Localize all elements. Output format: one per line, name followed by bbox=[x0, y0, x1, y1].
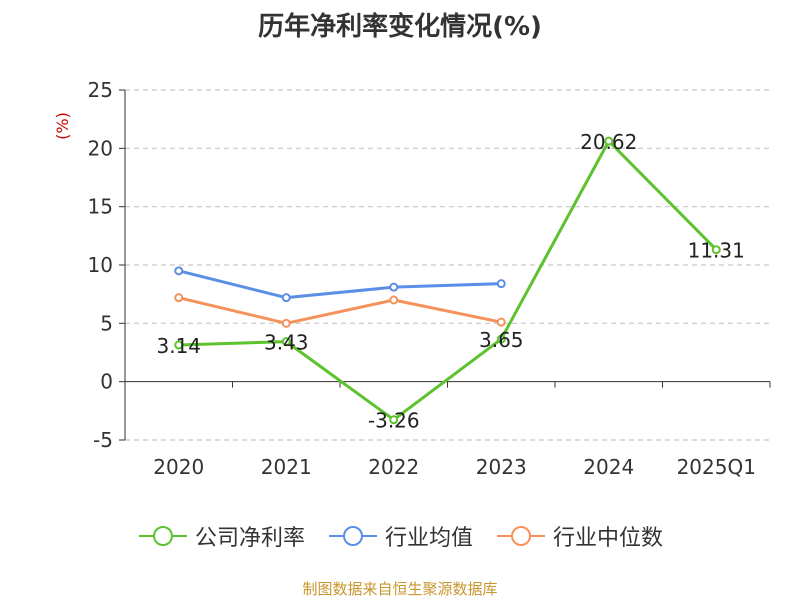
legend-label: 行业均值 bbox=[384, 526, 473, 551]
y-tick-label: 25 bbox=[88, 78, 113, 102]
legend-label: 行业中位数 bbox=[553, 526, 664, 551]
data-point bbox=[711, 245, 721, 255]
x-tick-label: 2023 bbox=[476, 455, 527, 479]
legend-swatch-marker bbox=[511, 526, 531, 546]
data-label: 3.65 bbox=[479, 328, 524, 352]
data-point bbox=[496, 334, 506, 344]
legend-item[interactable]: 行业中位数 bbox=[495, 520, 663, 552]
legend: 公司净利率 行业均值 行业中位数 bbox=[0, 520, 800, 552]
data-point bbox=[389, 295, 399, 305]
legend-swatch bbox=[328, 526, 377, 546]
series-line bbox=[178, 296, 502, 325]
data-point bbox=[496, 317, 506, 327]
y-tick-label: 20 bbox=[88, 136, 113, 160]
data-point bbox=[281, 318, 291, 328]
legend-item[interactable]: 公司净利率 bbox=[137, 520, 305, 552]
data-label: 3.43 bbox=[264, 331, 309, 355]
data-point bbox=[174, 340, 184, 350]
y-tick-label: -5 bbox=[93, 428, 113, 452]
x-tick-label: 2025Q1 bbox=[677, 455, 756, 479]
data-point bbox=[281, 293, 291, 303]
y-tick-label: 15 bbox=[88, 195, 113, 219]
series-line bbox=[178, 139, 718, 422]
legend-swatch-marker bbox=[342, 526, 363, 546]
data-label: -3.26 bbox=[368, 409, 420, 433]
x-tick-label: 2024 bbox=[583, 455, 634, 479]
legend-item[interactable]: 行业均值 bbox=[327, 520, 473, 552]
source-footer: 制图数据来自恒生聚源数据库 bbox=[302, 580, 498, 598]
data-point bbox=[496, 279, 506, 289]
y-tick-label: 5 bbox=[100, 311, 113, 335]
data-point bbox=[281, 337, 291, 347]
data-label: 20.62 bbox=[580, 130, 637, 154]
data-labels: 3.14 3.43 -3.26 3.65 20.62 11.31 bbox=[156, 130, 744, 433]
legend-swatch bbox=[138, 526, 187, 546]
legend-swatch bbox=[497, 526, 545, 546]
data-point bbox=[174, 266, 184, 276]
y-tick-label: 10 bbox=[88, 253, 113, 277]
x-tick-label: 2022 bbox=[368, 455, 419, 479]
data-point bbox=[174, 293, 184, 303]
series-lines bbox=[174, 136, 721, 425]
data-point bbox=[389, 415, 399, 425]
data-label: 11.31 bbox=[688, 239, 745, 263]
legend-label: 公司净利率 bbox=[194, 526, 305, 551]
data-point bbox=[389, 282, 399, 292]
y-axis-label: (%) bbox=[53, 112, 72, 140]
x-tick-label: 2020 bbox=[153, 455, 204, 479]
axes: -5 0 5 10 15 20 25 2020 2021 2022 2023 2024 2025Q1 bbox=[88, 78, 771, 479]
chart-title: 历年净利率变化情况(%) bbox=[258, 12, 542, 42]
data-label: 3.14 bbox=[156, 334, 201, 358]
y-tick-label: 0 bbox=[100, 370, 113, 394]
legend-swatch-marker bbox=[152, 526, 173, 546]
series-line bbox=[178, 269, 502, 300]
x-tick-label: 2021 bbox=[261, 455, 312, 479]
data-point bbox=[604, 136, 614, 146]
